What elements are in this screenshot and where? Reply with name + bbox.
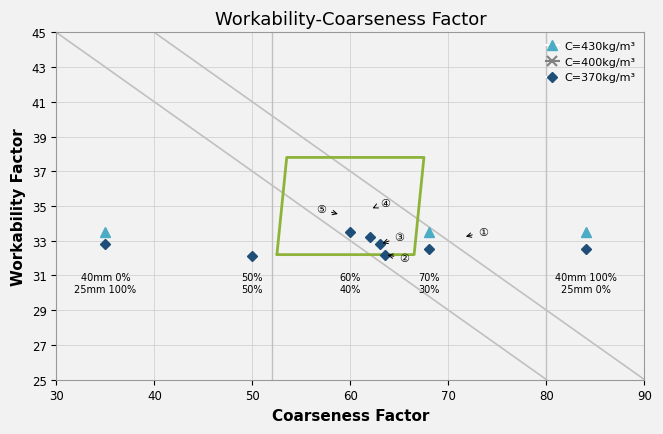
Text: 50%: 50% — [241, 273, 263, 283]
Y-axis label: Workability Factor: Workability Factor — [11, 128, 26, 285]
Text: 40%: 40% — [339, 284, 361, 294]
Text: ⑤: ⑤ — [316, 205, 337, 215]
Text: 40mm 0%: 40mm 0% — [81, 273, 130, 283]
Text: 70%: 70% — [418, 273, 440, 283]
Text: ④: ④ — [373, 198, 390, 208]
Legend: C=430kg/m³, C=400kg/m³, C=370kg/m³: C=430kg/m³, C=400kg/m³, C=370kg/m³ — [542, 39, 639, 86]
Text: 25mm 0%: 25mm 0% — [561, 284, 611, 294]
Text: 50%: 50% — [241, 284, 263, 294]
Text: ②: ② — [389, 253, 409, 263]
Text: ③: ③ — [383, 233, 404, 244]
Text: ①: ① — [467, 227, 488, 238]
Text: 30%: 30% — [418, 284, 440, 294]
Text: 40mm 100%: 40mm 100% — [555, 273, 617, 283]
Text: 25mm 100%: 25mm 100% — [74, 284, 137, 294]
Text: 60%: 60% — [339, 273, 361, 283]
X-axis label: Coarseness Factor: Coarseness Factor — [272, 408, 429, 423]
Title: Workability-Coarseness Factor: Workability-Coarseness Factor — [215, 11, 486, 29]
